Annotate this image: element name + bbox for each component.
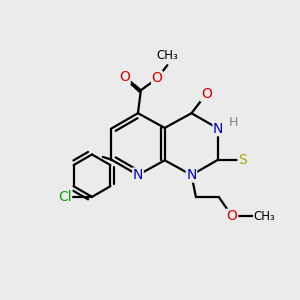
Text: CH₃: CH₃ [254,210,275,223]
Text: H: H [229,116,238,129]
Text: N: N [133,168,143,182]
Text: O: O [119,70,130,84]
Text: S: S [238,153,247,166]
Text: O: O [227,209,238,223]
Text: CH₃: CH₃ [157,49,178,62]
Text: O: O [152,71,163,85]
Text: N: N [186,168,197,182]
Text: N: N [213,122,224,136]
Text: O: O [201,87,212,101]
Text: Cl: Cl [58,190,71,204]
